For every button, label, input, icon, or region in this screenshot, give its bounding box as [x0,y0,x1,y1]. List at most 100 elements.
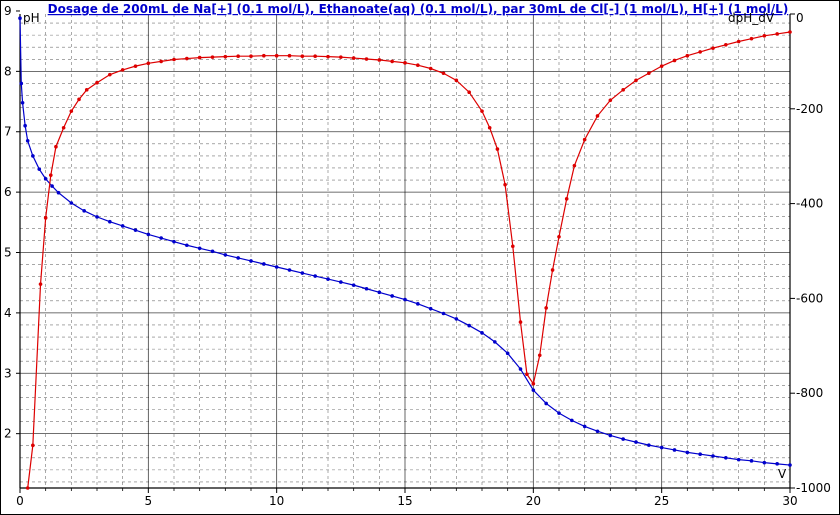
derivative-data-point [249,54,253,58]
derivative-data-point [377,58,382,62]
ph-data-point [531,388,536,392]
derivative-data-point [595,114,600,118]
ph-data-point [493,340,497,344]
ph-data-point [749,459,754,463]
ph-data-point [672,448,677,452]
y-tick-label: 5 [4,246,12,260]
y2-tick-label: 0 [796,11,804,25]
ph-data-point [43,177,48,181]
ph-data-point [37,167,42,171]
ph-data-point [428,306,433,311]
ph-data-point [377,290,382,295]
derivative-data-point [531,381,536,386]
y-tick-label: 7 [4,125,12,139]
ph-data-point [339,280,343,284]
derivative-data-point [236,54,240,58]
derivative-data-point [749,36,754,41]
derivative-data-point [621,88,625,92]
y2-tick-label: -1000 [796,481,831,495]
derivative-data-point [634,78,638,83]
derivative-data-point [61,125,66,130]
y2-tick-label: -600 [796,291,823,305]
derivative-data-point [685,53,690,58]
ph-data-point [351,283,356,287]
x-tick-label: 25 [654,494,669,508]
derivative-data-point [313,54,317,58]
derivative-data-point [159,59,163,64]
derivative-data-point [775,32,779,36]
y-tick-label: 4 [4,306,12,320]
axes-layer: 0 5 10 15 20 25 30 2 3 4 5 6 7 8 9 0 -200 -400 -600 -800 -10… [4,4,831,508]
derivative-data-point [300,54,305,58]
ph-data-point [390,294,394,298]
derivative-data-point [511,244,515,249]
y-tick-label: 8 [4,64,12,78]
ph-data-point [326,277,330,281]
derivative-data-point [736,39,741,44]
derivative-data-point [647,71,651,76]
derivative-data-point [672,58,677,63]
derivative-data-point [146,61,151,66]
ph-data-point [416,302,420,306]
derivative-data-point [518,320,523,324]
derivative-data-point [788,30,792,34]
ph-data-point [582,424,587,429]
labels-layer: Dosage de 200mL de Na[+] (0.1 mol/L), Et… [23,2,788,481]
derivative-data-point [544,306,548,310]
derivative-data-point [403,61,407,65]
ph-data-point [249,259,253,263]
derivative-data-point [69,109,74,113]
ph-data-point [557,411,561,415]
ph-data-point [467,323,471,328]
ph-data-point [364,286,369,291]
derivative-data-point [557,234,561,239]
derivative-data-point [339,55,343,59]
ph-data-point [762,460,767,465]
ph-data-point [95,215,99,219]
ph-data-point [223,253,228,257]
derivative-data-point [390,59,394,64]
ph-data-point [262,262,266,266]
derivative-data-point [495,147,500,151]
ph-data-point [775,462,779,466]
derivative-data-point [287,53,292,58]
x-tick-label: 30 [782,494,797,508]
derivative-data-point [572,163,577,168]
derivative-data-point [441,71,446,76]
ph-data-point [659,445,664,450]
y2-axis-label: dpH_dV [728,11,775,25]
ph-data-point [788,463,792,467]
y2-tick-label: -400 [796,197,823,211]
derivative-data-point [351,56,356,60]
derivative-data-point [95,80,99,85]
x-tick-label: 15 [397,494,412,508]
derivative-data-point [525,372,529,377]
ph-data-point [82,209,86,213]
ph-data-point [69,201,74,205]
ph-data-point [287,268,292,272]
ph-data-point [570,418,574,423]
ph-data-point [595,429,600,434]
ph-data-point [685,450,690,455]
derivative-data-point [364,57,369,61]
ph-data-point [300,271,305,275]
derivative-data-point [467,90,471,95]
ph-data-point [480,331,484,335]
derivative-data-point [25,486,30,490]
ph-data-point [313,274,317,278]
ph-data-point [736,457,741,462]
derivative-data-point [197,55,202,60]
ph-data-point [185,243,189,248]
ph-data-point [133,228,138,232]
derivative-data-point [38,282,43,286]
ph-data-point [544,401,548,406]
ph-data-point [403,297,407,302]
ph-data-point [724,456,728,460]
derivative-data-point [416,63,420,67]
ph-data-point [274,265,279,269]
derivative-data-point [659,64,664,68]
ph-data-point [634,440,638,444]
